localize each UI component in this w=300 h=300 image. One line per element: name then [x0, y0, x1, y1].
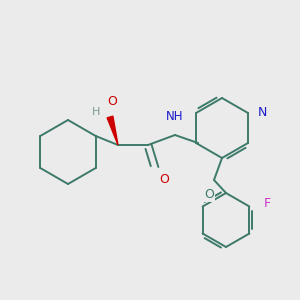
Text: O: O	[159, 173, 169, 186]
Text: O: O	[204, 188, 214, 201]
Polygon shape	[107, 116, 118, 145]
Text: O: O	[107, 95, 117, 108]
Text: N: N	[258, 106, 267, 119]
Text: NH: NH	[166, 110, 184, 123]
Text: F: F	[263, 197, 271, 210]
Text: H: H	[92, 107, 100, 117]
